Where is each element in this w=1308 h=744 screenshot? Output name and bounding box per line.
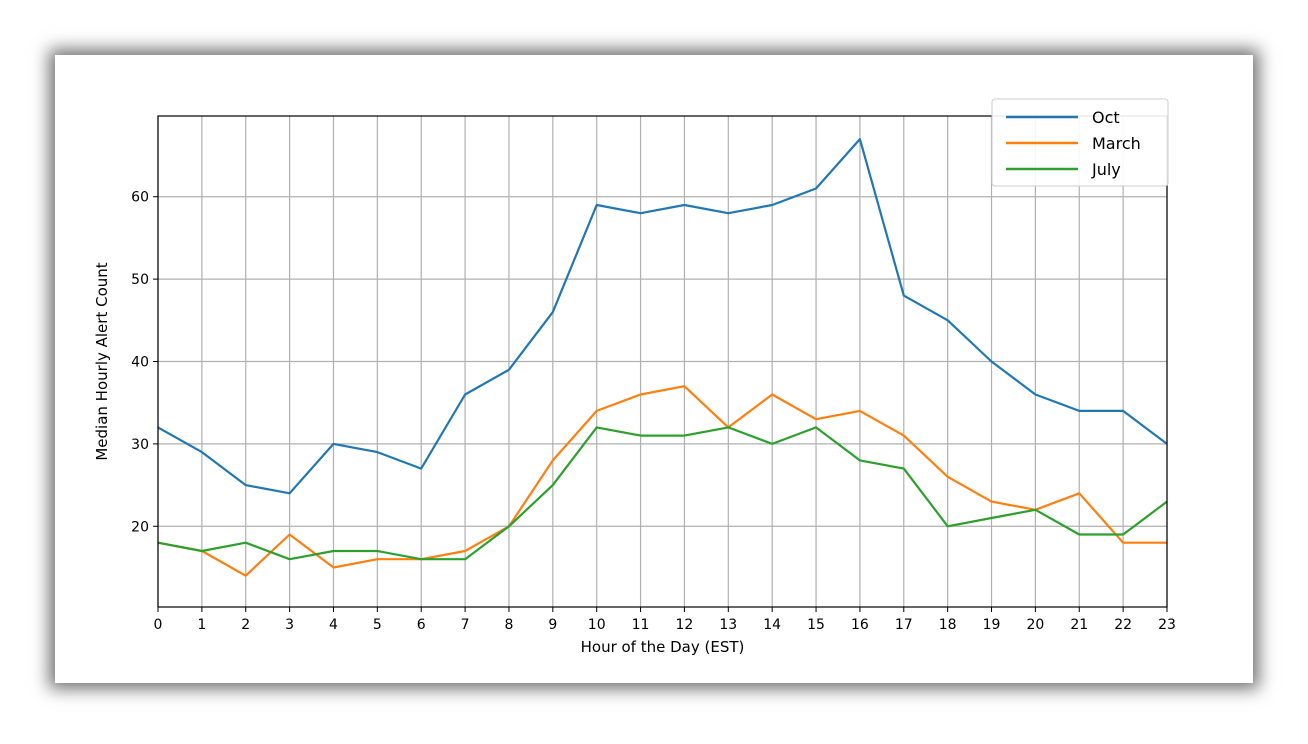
chart-card: 0 1 2 3 4 5 6 7 8 9 10 11 12 13 14 15 16 17 18 19 20 21 22 23 2… <box>55 55 1253 683</box>
y-tick-label: 50 <box>131 272 149 288</box>
line-chart: 0 1 2 3 4 5 6 7 8 9 10 11 12 13 14 15 16 17 18 19 20 21 22 23 2… <box>93 98 1176 656</box>
x-tick-label: 22 <box>1114 617 1132 633</box>
x-tick-label: 9 <box>548 617 557 633</box>
legend-box <box>991 98 1169 187</box>
x-axis-label: Hour of the Day (EST) <box>581 638 745 656</box>
x-tick-label: 23 <box>1158 617 1176 633</box>
x-tick-label: 2 <box>241 617 250 633</box>
x-tick-label: 17 <box>895 617 913 633</box>
x-tick-label: 5 <box>373 617 382 633</box>
y-axis-ticks: 20 30 40 50 60 <box>131 190 158 535</box>
x-tick-label: 18 <box>939 617 957 633</box>
x-tick-label: 14 <box>763 617 781 633</box>
y-tick-label: 40 <box>131 355 149 371</box>
x-tick-label: 1 <box>197 617 206 633</box>
x-tick-label: 11 <box>632 617 650 633</box>
x-tick-label: 10 <box>588 617 606 633</box>
x-tick-label: 0 <box>154 617 163 633</box>
x-tick-label: 4 <box>329 617 338 633</box>
series-lines <box>157 137 1168 577</box>
y-tick-label: 60 <box>131 190 149 206</box>
y-axis-label: Median Hourly Alert Count <box>93 262 111 460</box>
series-line-july <box>157 426 1168 561</box>
x-tick-label: 3 <box>285 617 294 633</box>
legend: Oct March July <box>991 98 1169 187</box>
x-axis-ticks: 0 1 2 3 4 5 6 7 8 9 10 11 12 13 14 15 16 17 18 19 20 21 22 23 <box>154 607 1176 633</box>
series-line-march <box>157 385 1167 577</box>
x-tick-label: 19 <box>983 617 1001 633</box>
legend-label: March <box>1092 134 1141 153</box>
x-tick-label: 21 <box>1070 617 1088 633</box>
x-tick-label: 8 <box>504 617 513 633</box>
x-tick-label: 20 <box>1026 617 1044 633</box>
y-tick-label: 20 <box>131 519 149 535</box>
x-tick-label: 12 <box>676 617 694 633</box>
series-line-oct <box>157 137 1168 495</box>
y-tick-label: 30 <box>131 437 149 453</box>
x-tick-label: 16 <box>851 617 869 633</box>
x-tick-label: 15 <box>807 617 825 633</box>
x-tick-label: 13 <box>719 617 737 633</box>
x-tick-label: 6 <box>417 617 426 633</box>
grid-lines <box>157 116 1168 607</box>
legend-label: Oct <box>1092 108 1120 127</box>
x-tick-label: 7 <box>461 617 470 633</box>
legend-label: July <box>1091 160 1121 179</box>
